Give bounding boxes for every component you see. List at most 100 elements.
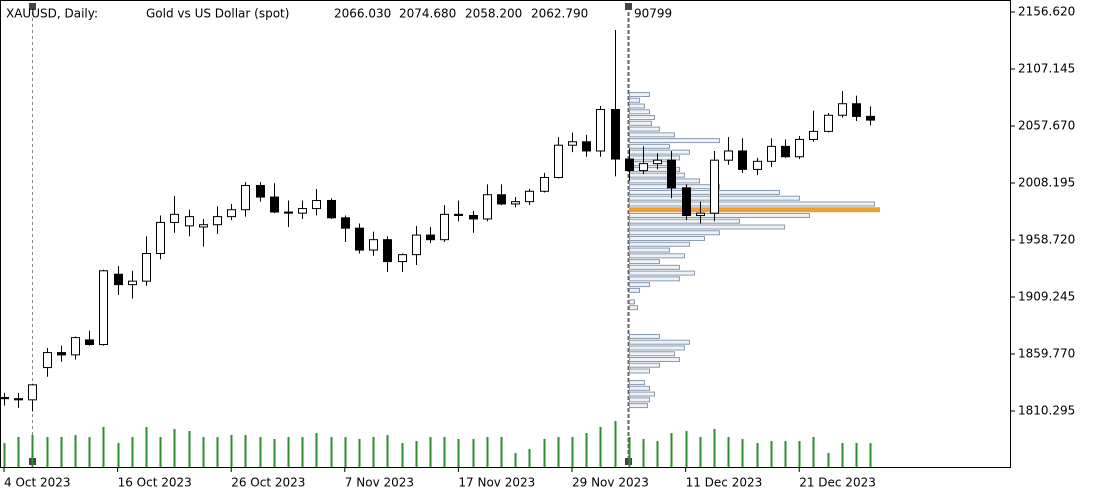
profile-bar bbox=[629, 126, 660, 132]
profile-bar bbox=[629, 362, 660, 368]
profile-bar bbox=[629, 189, 780, 195]
profile-bar bbox=[629, 178, 700, 184]
candle-body bbox=[497, 194, 506, 205]
candle-body bbox=[398, 254, 407, 263]
candle-body bbox=[383, 239, 392, 263]
profile-bar bbox=[629, 264, 680, 270]
x-tick-label: 29 Nov 2023 bbox=[572, 476, 649, 490]
candle-body bbox=[596, 108, 605, 152]
candle-body bbox=[753, 160, 762, 170]
candle-body bbox=[298, 208, 307, 214]
status-value: 2058.200 bbox=[465, 7, 522, 21]
profile-bar bbox=[629, 356, 680, 362]
candle-body bbox=[114, 273, 123, 286]
candle-body bbox=[525, 190, 534, 203]
y-tick-label: 1810.295 bbox=[1018, 404, 1075, 418]
profile-bar bbox=[629, 92, 650, 98]
profile-bar bbox=[629, 270, 695, 276]
profile-bar bbox=[629, 287, 640, 293]
plot-frame bbox=[0, 0, 1011, 468]
candle-body bbox=[653, 159, 662, 165]
candle-body bbox=[156, 221, 165, 255]
profile-bar bbox=[629, 282, 650, 288]
y-tick-label: 2008.195 bbox=[1018, 176, 1075, 190]
candle-body bbox=[682, 187, 691, 216]
candle-body bbox=[483, 194, 492, 220]
candle-body bbox=[14, 398, 23, 401]
candle-body bbox=[611, 108, 620, 160]
candle-body bbox=[738, 150, 747, 170]
candle-body bbox=[639, 163, 648, 172]
candle-body bbox=[866, 115, 875, 121]
candle-body bbox=[128, 280, 137, 286]
profile-bar bbox=[629, 97, 640, 103]
candle-body bbox=[795, 138, 804, 158]
y-tick-label: 1859.770 bbox=[1018, 347, 1075, 361]
profile-bar bbox=[629, 241, 690, 247]
range-handle bbox=[29, 3, 36, 10]
profile-bar bbox=[629, 247, 670, 253]
profile-bar bbox=[629, 345, 685, 351]
chart-title: XAUUSD, Daily: bbox=[6, 7, 98, 21]
profile-bar bbox=[629, 143, 670, 149]
profile-bar bbox=[629, 109, 650, 115]
candle-body bbox=[213, 216, 222, 226]
profile-bar bbox=[629, 218, 740, 224]
y-tick-label: 1909.245 bbox=[1018, 290, 1075, 304]
profile-poc-bar bbox=[629, 207, 880, 213]
candle-body bbox=[99, 270, 108, 346]
profile-bar bbox=[629, 391, 655, 397]
y-tick-label: 2107.145 bbox=[1018, 62, 1075, 76]
profile-bar bbox=[629, 236, 705, 242]
candle-body bbox=[426, 234, 435, 241]
profile-bar bbox=[629, 339, 690, 345]
candle-body bbox=[469, 214, 478, 220]
x-tick-label: 26 Oct 2023 bbox=[231, 476, 305, 490]
candle-body bbox=[142, 253, 151, 282]
candle-body bbox=[0, 397, 9, 400]
chart-subtitle: Gold vs US Dollar (spot) bbox=[146, 7, 289, 21]
profile-bar bbox=[629, 132, 675, 138]
candle-body bbox=[57, 352, 66, 356]
candle-body bbox=[199, 224, 208, 228]
profile-bar bbox=[629, 276, 680, 282]
x-tick-label: 4 Oct 2023 bbox=[4, 476, 71, 490]
status-value: 2066.030 bbox=[334, 7, 391, 21]
candle-body bbox=[270, 196, 279, 213]
candle-body bbox=[667, 159, 676, 189]
candle-body bbox=[412, 234, 421, 256]
candle-body bbox=[696, 212, 705, 216]
range-handle bbox=[625, 3, 632, 10]
candle-body bbox=[85, 339, 94, 346]
candle-body bbox=[540, 176, 549, 192]
candle-body bbox=[824, 114, 833, 132]
candle-body bbox=[767, 145, 776, 162]
status-value: 90799 bbox=[634, 7, 672, 21]
candle-body bbox=[454, 213, 463, 216]
profile-bar bbox=[629, 368, 650, 374]
x-tick-label: 16 Oct 2023 bbox=[118, 476, 192, 490]
candle-body bbox=[554, 144, 563, 178]
profile-bar bbox=[629, 138, 720, 144]
candle-body bbox=[185, 216, 194, 227]
y-tick-label: 1958.720 bbox=[1018, 233, 1075, 247]
candle-body bbox=[838, 103, 847, 116]
profile-bar bbox=[629, 201, 875, 207]
candle-body bbox=[369, 239, 378, 251]
candle-body bbox=[809, 130, 818, 140]
candle-body bbox=[241, 185, 250, 211]
candle-body bbox=[568, 141, 577, 146]
status-value: 2074.680 bbox=[399, 7, 456, 21]
candle-body bbox=[327, 200, 336, 219]
candle-body bbox=[582, 141, 591, 152]
y-tick-label: 2057.670 bbox=[1018, 119, 1075, 133]
x-tick-label: 17 Nov 2023 bbox=[458, 476, 535, 490]
profile-bar bbox=[629, 149, 690, 155]
x-tick-label: 21 Dec 2023 bbox=[799, 476, 876, 490]
header: XAUUSD, Daily: Gold vs US Dollar (spot) … bbox=[6, 7, 672, 21]
candle-body bbox=[724, 150, 733, 161]
candle-body bbox=[625, 158, 634, 172]
profile-bar bbox=[629, 305, 638, 311]
candle-body bbox=[312, 200, 321, 210]
